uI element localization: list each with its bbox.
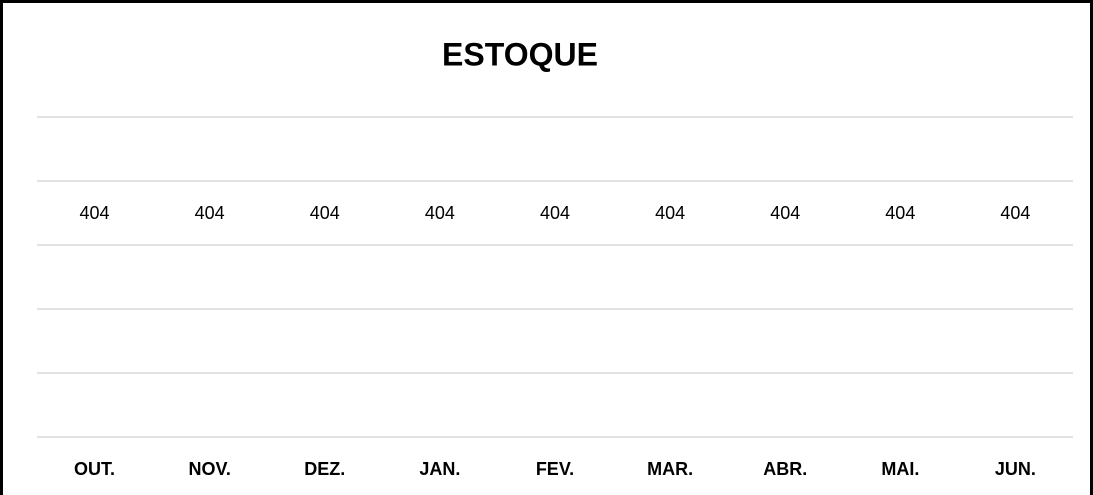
data-label: 404 — [425, 203, 455, 223]
data-label: 404 — [655, 203, 685, 223]
x-tick-label: MAI. — [881, 459, 919, 479]
data-label: 404 — [540, 203, 570, 223]
x-tick-label: NOV. — [188, 459, 230, 479]
data-label: 404 — [80, 203, 110, 223]
data-label: 404 — [770, 203, 800, 223]
x-tick-label: ABR. — [763, 459, 807, 479]
x-tick-label: JAN. — [419, 459, 460, 479]
x-tick-label: DEZ. — [304, 459, 345, 479]
x-tick-label: JUN. — [995, 459, 1036, 479]
x-tick-label: OUT. — [74, 459, 115, 479]
data-label: 404 — [885, 203, 915, 223]
x-tick-label: MAR. — [647, 459, 693, 479]
data-label: 404 — [1000, 203, 1030, 223]
chart-title: ESTOQUE — [442, 36, 598, 72]
x-tick-label: FEV. — [536, 459, 574, 479]
data-label: 404 — [195, 203, 225, 223]
data-label: 404 — [310, 203, 340, 223]
